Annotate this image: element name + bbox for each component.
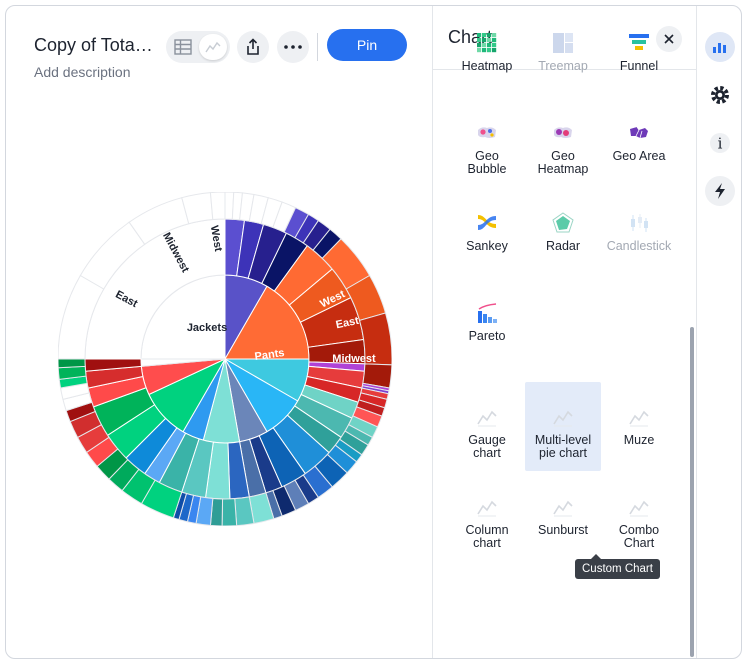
pie-label-west: West <box>208 225 224 253</box>
right-rail: i <box>696 6 741 658</box>
candlestick-icon <box>628 212 650 234</box>
custom-chart-icon <box>628 406 650 428</box>
chart-area: Copy of Tota… Add description Pin West Mi… <box>6 6 432 658</box>
custom-chart-icon <box>476 496 498 518</box>
chart-type-geo-bubble[interactable]: Geo Bubble <box>449 122 525 176</box>
settings-icon[interactable] <box>705 80 735 110</box>
multi-level-pie-chart[interactable]: West Midwest East West East Midwest Pants Jacke… <box>57 191 393 527</box>
geo-area-icon <box>628 122 650 144</box>
chart-type-gauge-chart[interactable]: Gauge chart <box>449 406 525 460</box>
custom-chart-icon <box>476 406 498 428</box>
chart-type-label: Heatmap <box>461 59 513 73</box>
pie-label-midwest-pants: Midwest <box>332 353 376 365</box>
chart-type-label: Sunburst <box>537 523 589 537</box>
chart-type-muze[interactable]: Muze <box>601 406 677 447</box>
chart-type-funnel[interactable]: Funnel <box>601 32 677 73</box>
chart-type-label: Multi-level pie chart <box>534 433 592 460</box>
chart-type-label: Treemap <box>538 59 588 73</box>
chart-type-sunburst[interactable]: Sunburst <box>525 496 601 537</box>
chart-type-label: Geo Bubble <box>467 149 507 176</box>
custom-chart-icon <box>628 496 650 518</box>
panel-scrollbar[interactable] <box>689 70 697 658</box>
geo-bubble-icon <box>476 122 498 144</box>
chart-type-label: Sankey <box>466 239 508 253</box>
chart-type-label: Geo Heatmap <box>537 149 589 176</box>
chart-type-pareto[interactable]: Pareto <box>449 302 525 343</box>
table-view-icon[interactable] <box>169 34 197 60</box>
more-button[interactable] <box>277 31 309 63</box>
chart-type-panel: Chart Heatmap Treemap Funnel Geo Bubble Geo … <box>432 6 697 658</box>
custom-chart-icon <box>552 496 574 518</box>
chart-type-radar[interactable]: Radar <box>525 212 601 253</box>
chart-type-heatmap[interactable]: Heatmap <box>449 32 525 73</box>
chart-type-label: Gauge chart <box>468 433 506 460</box>
pie-segment[interactable] <box>209 191 226 221</box>
chart-type-combo-chart[interactable]: Combo Chart <box>601 496 677 550</box>
radar-icon <box>552 212 574 234</box>
chart-type-sankey[interactable]: Sankey <box>449 212 525 253</box>
pin-button[interactable]: Pin <box>327 29 407 61</box>
more-icon <box>284 45 302 49</box>
chart-type-label: Radar <box>545 239 581 253</box>
chart-type-label: Funnel <box>619 59 659 73</box>
chart-type-treemap[interactable]: Treemap <box>525 32 601 73</box>
geo-heatmap-icon <box>552 122 574 144</box>
info-icon[interactable]: i <box>705 128 735 158</box>
toolbar-divider <box>317 33 318 61</box>
pie-label-jackets: Jackets <box>187 322 227 334</box>
pie-label-pants: Pants <box>254 347 285 363</box>
heatmap-icon <box>476 32 498 54</box>
chart-type-label: Combo Chart <box>618 523 660 550</box>
close-icon[interactable] <box>656 26 682 52</box>
pie-label-east-pants: East <box>335 315 361 332</box>
chart-view-icon[interactable] <box>199 34 227 60</box>
svg-text:i: i <box>718 135 723 153</box>
chart-type-label: Geo Area <box>612 149 666 163</box>
chart-config-icon[interactable] <box>705 32 735 62</box>
custom-chart-icon <box>552 406 574 428</box>
chart-type-geo-area[interactable]: Geo Area <box>601 122 677 163</box>
chart-type-label: Column chart <box>465 523 509 550</box>
pie-segment[interactable] <box>221 498 238 527</box>
sankey-icon <box>476 212 498 234</box>
spotter-icon[interactable] <box>705 176 735 206</box>
chart-type-candlestick[interactable]: Candlestick <box>601 212 677 253</box>
pareto-icon <box>476 302 498 324</box>
description-field[interactable]: Add description <box>34 64 131 80</box>
chart-type-column-chart[interactable]: Column chart <box>449 496 525 550</box>
chart-type-label: Muze <box>623 433 655 447</box>
scrollbar-thumb[interactable] <box>690 327 694 657</box>
share-button[interactable] <box>237 31 269 63</box>
answer-title[interactable]: Copy of Tota… <box>34 35 153 55</box>
chart-type-label: Pareto <box>468 329 506 343</box>
share-icon <box>247 38 259 55</box>
custom-chart-tooltip: Custom Chart <box>575 554 660 579</box>
view-toggle[interactable] <box>166 31 230 63</box>
treemap-icon <box>552 32 574 54</box>
chart-type-geo-heatmap[interactable]: Geo Heatmap <box>525 122 601 176</box>
funnel-icon <box>628 32 650 54</box>
pie-segment[interactable] <box>57 358 86 369</box>
chart-editor-window: Copy of Tota… Add description Pin West Mi… <box>5 5 742 659</box>
chart-type-label: Candlestick <box>606 239 672 253</box>
chart-type-multi-level-pie-chart[interactable]: Multi-level pie chart <box>525 382 601 471</box>
